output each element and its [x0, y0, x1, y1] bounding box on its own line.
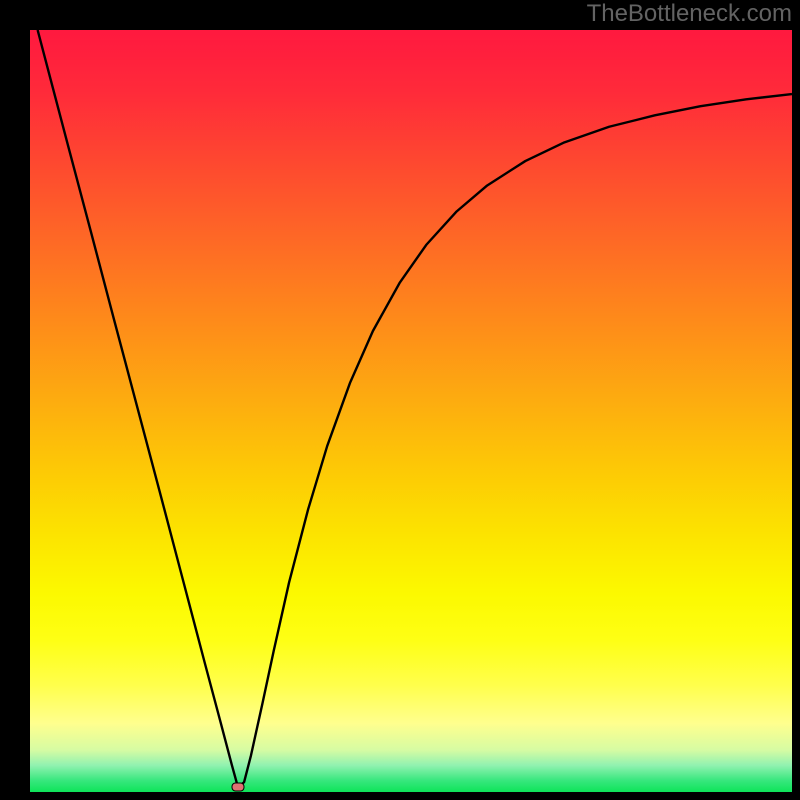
bottleneck-curve: [38, 30, 792, 787]
plot-area: [30, 30, 792, 792]
chart-container: TheBottleneck.com: [0, 0, 800, 800]
gradient-background: [30, 30, 792, 792]
curve-layer: [30, 30, 792, 792]
optimum-marker: [232, 783, 245, 792]
watermark-text: TheBottleneck.com: [587, 0, 792, 28]
